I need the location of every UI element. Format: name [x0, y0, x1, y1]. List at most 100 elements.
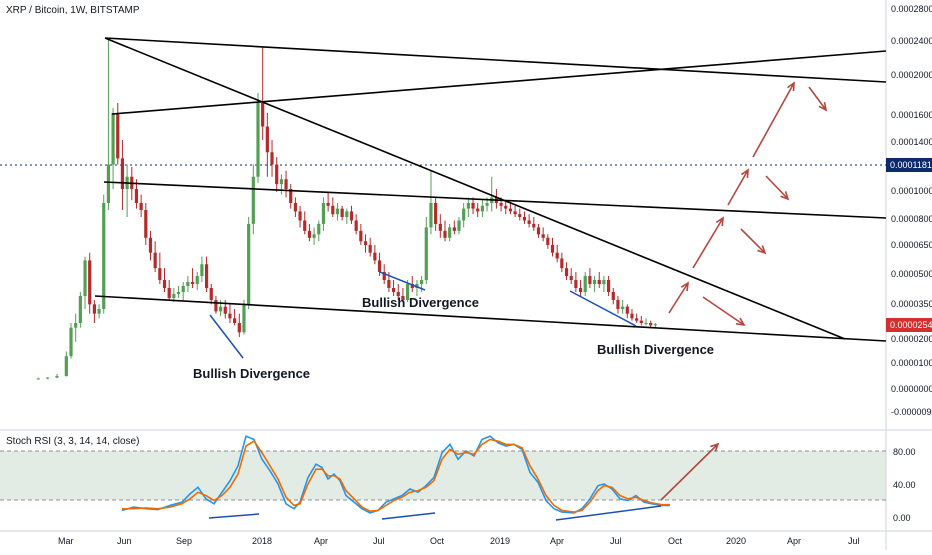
candle-body[interactable]: [597, 280, 601, 284]
candle-body[interactable]: [546, 237, 550, 245]
candle-body[interactable]: [158, 268, 162, 280]
candle-body[interactable]: [625, 306, 629, 314]
candle-body[interactable]: [368, 244, 372, 253]
arrow-up-4[interactable]: [752, 82, 795, 158]
candle-body[interactable]: [410, 284, 414, 288]
candle-body[interactable]: [275, 164, 279, 185]
candle-body[interactable]: [382, 272, 386, 280]
trendline-main-descending[interactable]: [104, 37, 846, 340]
candle-body[interactable]: [518, 214, 522, 217]
candle-body[interactable]: [513, 211, 517, 215]
candle-body[interactable]: [588, 276, 592, 284]
candle-body[interactable]: [153, 252, 157, 269]
candle-body[interactable]: [102, 203, 106, 309]
arrow-up-2[interactable]: [692, 217, 724, 269]
candle-body[interactable]: [261, 103, 265, 127]
candle-body[interactable]: [359, 230, 363, 242]
candle-body[interactable]: [649, 323, 653, 326]
candle-body[interactable]: [434, 203, 438, 224]
candle-body[interactable]: [452, 227, 456, 231]
arrow-up-1[interactable]: [668, 282, 689, 314]
candle-body[interactable]: [391, 288, 396, 292]
candle-body[interactable]: [476, 208, 480, 212]
candle-body[interactable]: [424, 227, 428, 280]
candle-body[interactable]: [190, 282, 195, 284]
candle-body[interactable]: [317, 223, 321, 235]
divergence-line-1[interactable]: [209, 314, 244, 359]
candle-body[interactable]: [560, 258, 564, 269]
candle-body[interactable]: [377, 260, 382, 272]
arrow-down-2[interactable]: [740, 228, 766, 254]
candle-body[interactable]: [583, 276, 587, 292]
candle-body[interactable]: [592, 280, 597, 284]
candle-body[interactable]: [298, 211, 302, 221]
candle-body[interactable]: [550, 244, 555, 253]
candle-body[interactable]: [443, 230, 447, 238]
candle-body[interactable]: [64, 356, 68, 377]
candle-body[interactable]: [176, 292, 181, 294]
candle-body[interactable]: [120, 158, 125, 189]
candle-body[interactable]: [480, 205, 484, 212]
candle-body[interactable]: [307, 230, 312, 238]
candle-body[interactable]: [186, 282, 190, 286]
candle-body[interactable]: [97, 309, 101, 314]
candle-body[interactable]: [532, 223, 536, 228]
candle-body[interactable]: [195, 276, 199, 284]
candle-body[interactable]: [247, 223, 251, 305]
candle-body[interactable]: [606, 280, 611, 292]
candle-body[interactable]: [373, 252, 377, 261]
candle-body[interactable]: [88, 260, 92, 305]
candle-body[interactable]: [438, 223, 442, 231]
rsi-divergence-line-1[interactable]: [208, 513, 260, 519]
candle-body[interactable]: [387, 280, 391, 288]
trendline-lower-support[interactable]: [94, 295, 887, 342]
trendline-upper-rising[interactable]: [111, 50, 887, 115]
candle-body[interactable]: [471, 203, 475, 209]
candle-body[interactable]: [462, 208, 466, 221]
candle-body[interactable]: [251, 176, 255, 224]
candle-body[interactable]: [345, 211, 349, 217]
candle-body[interactable]: [504, 205, 508, 209]
candle-body[interactable]: [219, 306, 223, 312]
candle-body[interactable]: [256, 103, 260, 177]
candle-body[interactable]: [616, 300, 620, 309]
candle-body[interactable]: [630, 313, 634, 319]
candle-body[interactable]: [644, 323, 648, 324]
candle-body[interactable]: [162, 280, 167, 288]
candle-body[interactable]: [233, 318, 237, 323]
candle-body[interactable]: [167, 288, 171, 298]
candle-body[interactable]: [508, 208, 513, 212]
candle-body[interactable]: [499, 203, 503, 206]
rsi-divergence-line-3[interactable]: [555, 505, 662, 521]
candle-body[interactable]: [209, 288, 213, 300]
candle-body[interactable]: [635, 318, 639, 321]
candle-body[interactable]: [331, 205, 335, 215]
candle-body[interactable]: [293, 203, 297, 212]
candle-body[interactable]: [74, 323, 78, 328]
candle-body[interactable]: [237, 323, 241, 333]
candle-body[interactable]: [611, 292, 615, 300]
candle-body[interactable]: [555, 252, 559, 259]
candle-body[interactable]: [172, 294, 176, 298]
candle-body[interactable]: [303, 220, 307, 231]
candle-body[interactable]: [396, 292, 400, 296]
candle-body[interactable]: [279, 179, 283, 185]
candle-body[interactable]: [106, 164, 111, 204]
candle-body[interactable]: [144, 210, 148, 238]
divergence-line-2[interactable]: [379, 271, 426, 291]
candle-body[interactable]: [541, 234, 545, 238]
candle-body[interactable]: [116, 113, 120, 159]
candle-body[interactable]: [466, 203, 470, 209]
candle-body[interactable]: [284, 179, 288, 189]
candle-body[interactable]: [621, 306, 625, 309]
candle-body[interactable]: [134, 189, 139, 203]
candle-body[interactable]: [204, 264, 209, 288]
candle-body[interactable]: [312, 234, 316, 238]
candle-body[interactable]: [181, 286, 185, 292]
candle-body[interactable]: [485, 203, 489, 206]
candle-body[interactable]: [242, 304, 246, 333]
arrow-rsi-up[interactable]: [660, 443, 719, 501]
candle-body[interactable]: [653, 324, 657, 326]
candle-body[interactable]: [326, 203, 330, 206]
